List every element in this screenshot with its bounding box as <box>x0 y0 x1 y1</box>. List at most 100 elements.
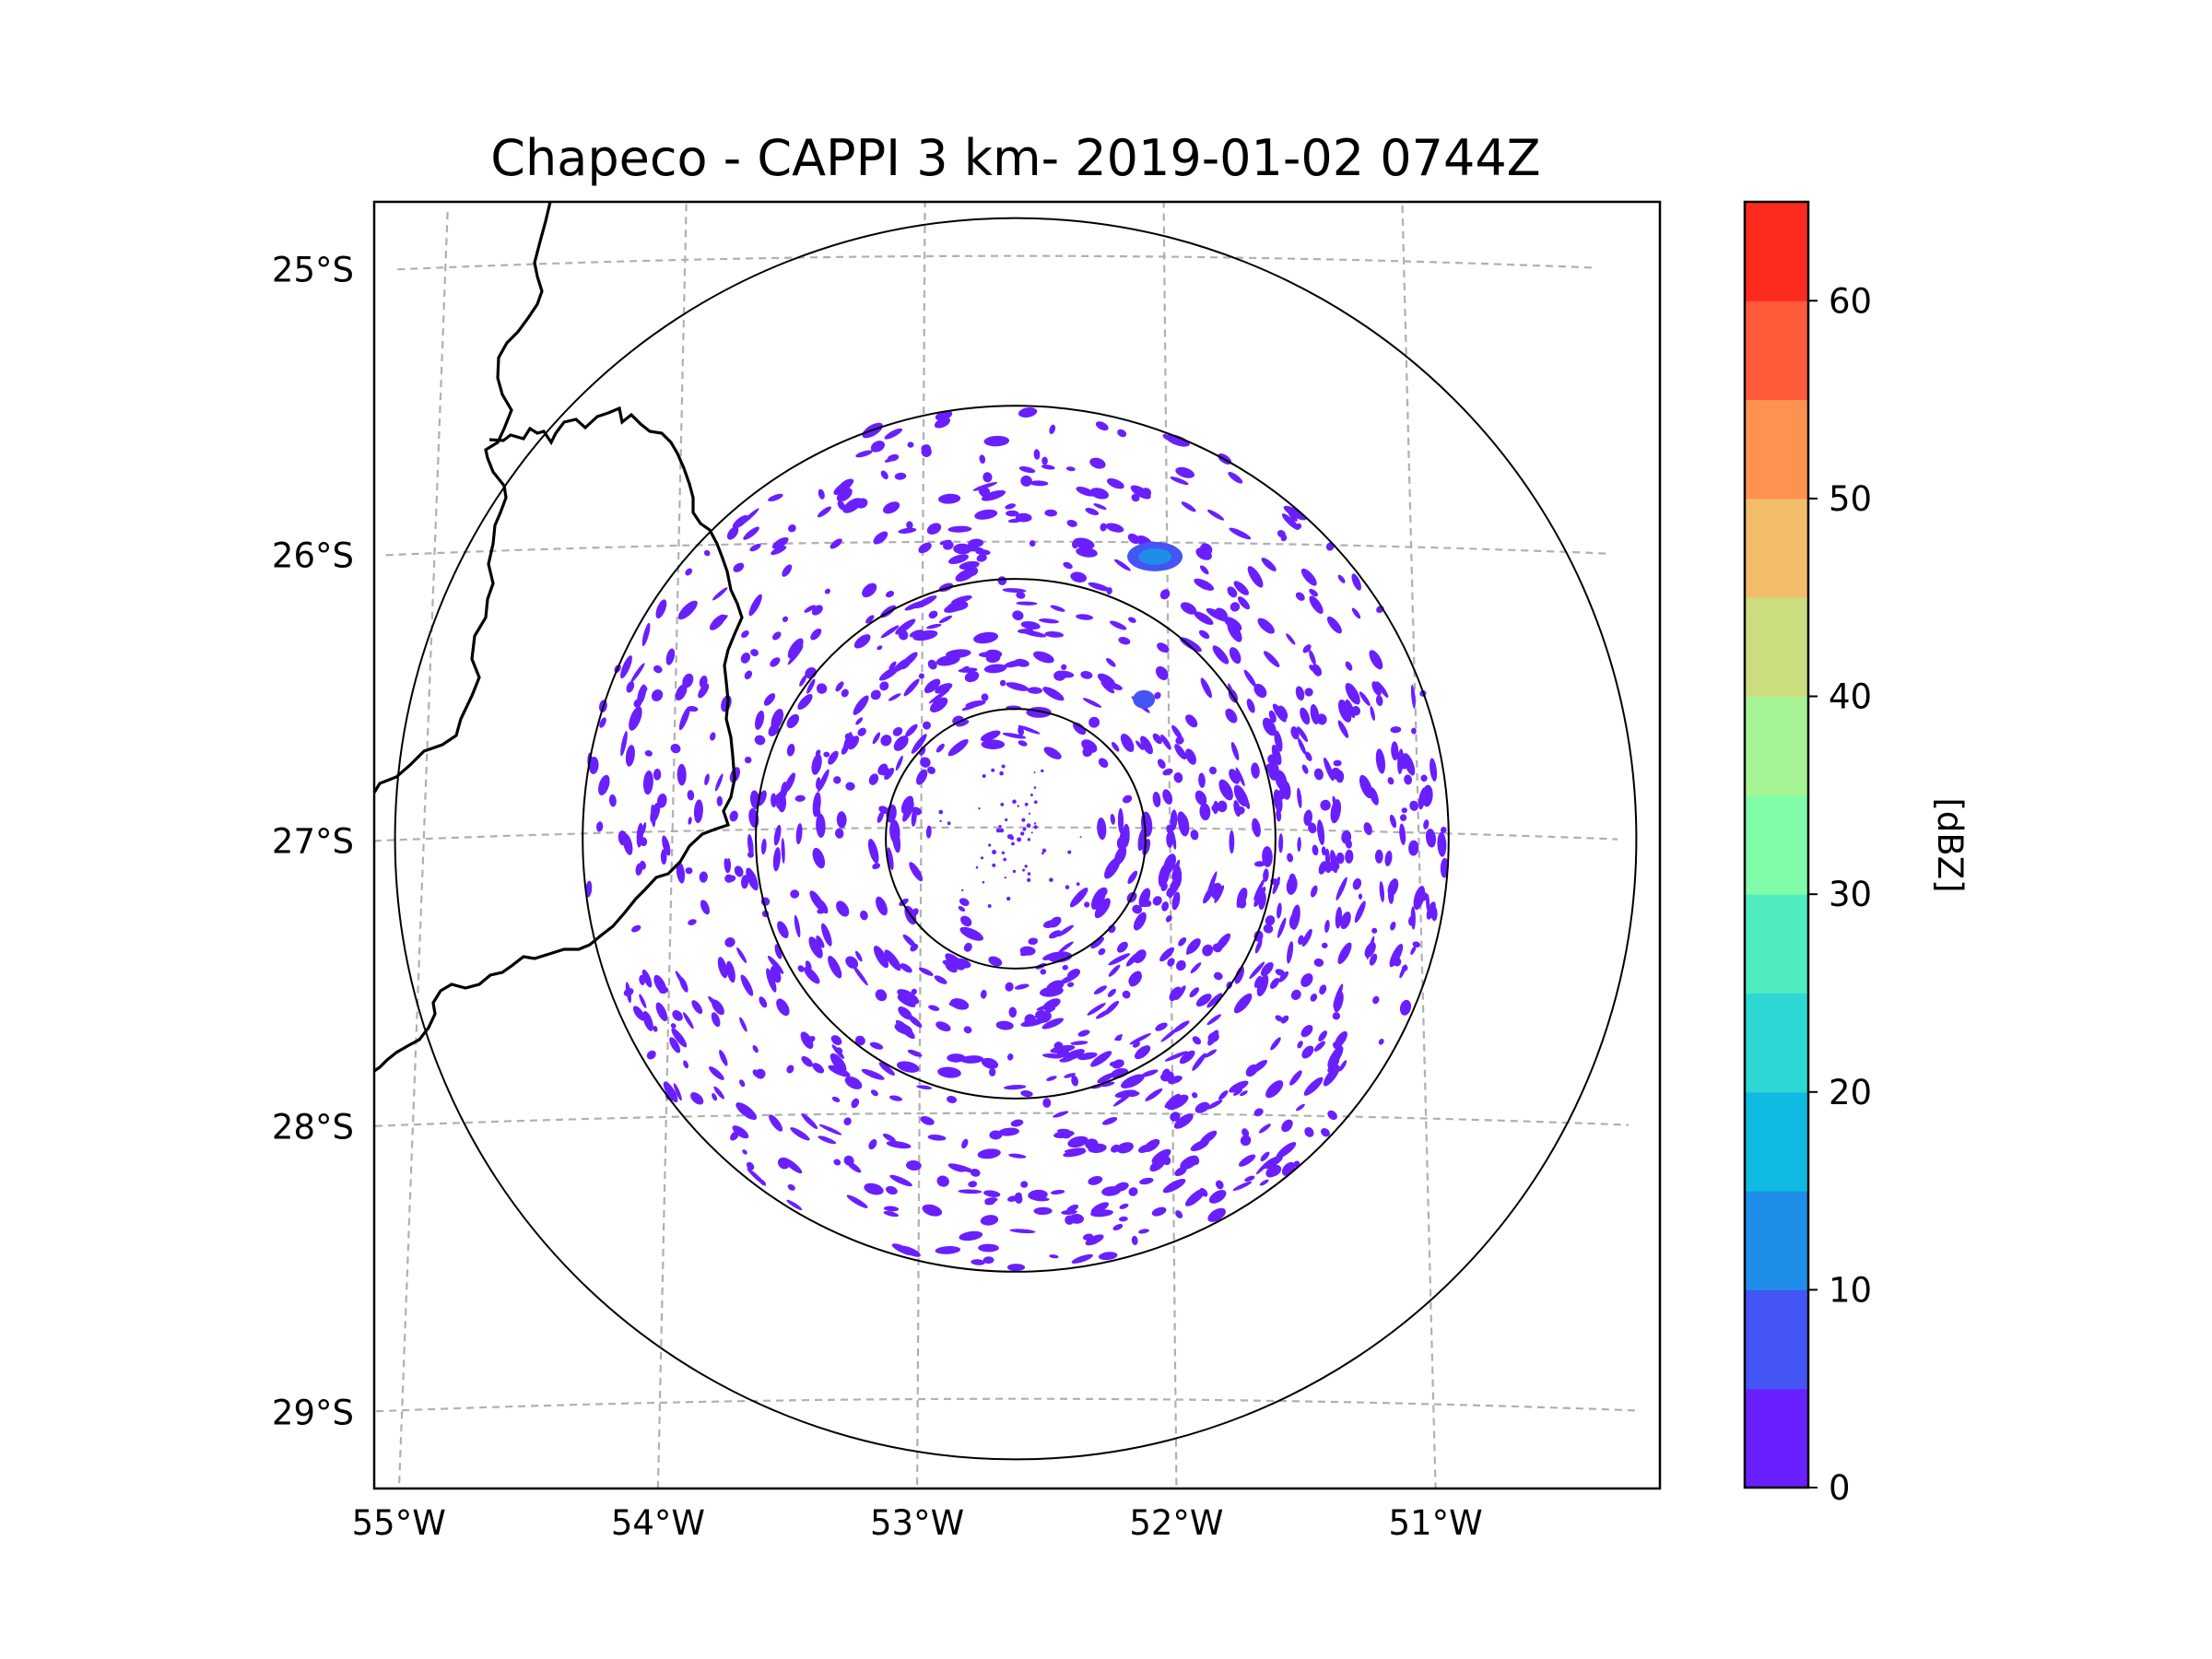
echo-speckle <box>1003 857 1006 862</box>
echo-speckle <box>1374 849 1383 864</box>
echo-speckle <box>961 1138 969 1149</box>
echo-speckle <box>1207 1031 1219 1043</box>
echo-speckle <box>1190 830 1199 841</box>
echo-speckle <box>1022 868 1026 872</box>
echo-speckle <box>983 1190 1001 1197</box>
echo-speckle <box>717 957 728 979</box>
echo-speckle <box>1399 823 1406 845</box>
echo-speckle <box>1090 1202 1110 1214</box>
echo-speckle <box>956 720 970 727</box>
echo-speckle <box>927 659 937 670</box>
echo-speckle <box>1090 888 1107 910</box>
echo-speckle <box>1212 645 1230 665</box>
echo-speckle <box>1391 741 1399 760</box>
echo-speckle <box>950 1163 975 1173</box>
colorbar-segment <box>1745 696 1808 796</box>
echo-speckle <box>733 562 745 572</box>
echo-speckle <box>1243 669 1256 688</box>
parallel-line <box>374 826 1618 842</box>
echo-speckle <box>630 924 641 933</box>
echo-speckle <box>1024 865 1028 868</box>
echo-speckle <box>1065 885 1070 889</box>
echo-speckle <box>752 1045 759 1053</box>
echo-speckle <box>953 958 971 969</box>
echo-speckle <box>1194 578 1215 591</box>
echo-speckle <box>938 809 944 815</box>
echo-speckle <box>1017 837 1022 842</box>
echo-speckle <box>920 757 931 768</box>
echo-speckle <box>644 750 653 757</box>
echo-speckle <box>772 631 782 641</box>
echo-speckle <box>1097 818 1107 841</box>
echo-speckle <box>1297 837 1301 853</box>
echo-speckle <box>1119 827 1130 847</box>
echo-speckle <box>1413 886 1426 911</box>
echo-speckle <box>1263 651 1280 667</box>
echo-speckle <box>1004 877 1006 879</box>
echo-speckle <box>816 777 821 790</box>
echo-speckle <box>1030 831 1033 834</box>
echo-speckle <box>1390 726 1402 734</box>
echo-speckle <box>732 1125 749 1139</box>
echo-speckle <box>688 919 697 925</box>
echo-speckle <box>887 847 894 871</box>
echo-speckle <box>983 664 1007 674</box>
echo-speckle <box>682 673 694 688</box>
echo-speckle <box>1033 825 1038 830</box>
echo-speckle <box>1043 747 1062 759</box>
echo-speckle <box>830 1035 842 1046</box>
echo-speckle <box>1040 969 1047 975</box>
echo-speckle <box>1008 1006 1018 1018</box>
echo-speckle <box>978 807 981 810</box>
echo-speckle <box>743 526 759 540</box>
echo-speckle <box>1289 1070 1302 1086</box>
echo-speckle <box>1215 607 1228 619</box>
echo-speckle <box>988 1067 996 1077</box>
echo-speckle <box>1012 799 1017 805</box>
echo-speckle <box>1101 1116 1118 1125</box>
echo-speckle <box>1397 748 1404 774</box>
colorbar: 0 10 20 30 40 50 60 [dBZ] <box>1743 200 1970 1508</box>
echo-speckle <box>794 794 806 802</box>
echo-speckle <box>1186 938 1201 954</box>
echo-speckle <box>1437 831 1447 857</box>
echo-speckle <box>716 795 723 806</box>
colorbar-segment <box>1745 399 1808 500</box>
meridian-line <box>1162 202 1178 1486</box>
echo-speckle <box>855 717 864 725</box>
echo-speckle <box>786 713 800 729</box>
echo-speckle <box>1304 1126 1314 1137</box>
echo-speckle <box>1112 1224 1124 1230</box>
echo-speckle <box>1233 800 1241 818</box>
echo-speckle <box>1290 726 1300 740</box>
echo-speckle <box>760 838 767 855</box>
echo-speckle <box>1140 1069 1159 1077</box>
echo-speckle <box>1324 920 1330 933</box>
echo-speckle <box>1000 803 1005 806</box>
echo-speckle <box>978 1243 999 1253</box>
echo-speckle <box>1082 746 1093 758</box>
echo-speckle <box>1069 888 1088 908</box>
echo-speckle <box>1177 811 1187 831</box>
echo-speckle <box>663 1081 678 1103</box>
echo-speckle <box>1034 800 1038 804</box>
echo-speckle <box>1280 535 1288 542</box>
echo-speckle <box>1175 466 1195 478</box>
echo-speckle <box>1337 574 1346 583</box>
echo-speckle <box>1028 812 1031 815</box>
echo-speckle <box>653 665 663 674</box>
echo-speckle <box>1403 753 1416 776</box>
echo-speckle <box>968 1181 978 1188</box>
echo-speckle <box>1158 863 1171 888</box>
echo-speckle <box>1262 717 1277 736</box>
echo-speckle <box>775 794 781 809</box>
echo-speckle <box>810 628 822 641</box>
echo-speckle <box>679 976 688 993</box>
echo-speckle <box>1366 935 1375 960</box>
echo-speckle <box>1042 1053 1064 1059</box>
echo-speckle <box>1229 769 1241 784</box>
echo-speckle <box>960 915 972 927</box>
echo-speckle <box>1113 559 1131 571</box>
echo-speckle <box>1301 928 1312 947</box>
echo-speckle <box>1408 840 1419 856</box>
